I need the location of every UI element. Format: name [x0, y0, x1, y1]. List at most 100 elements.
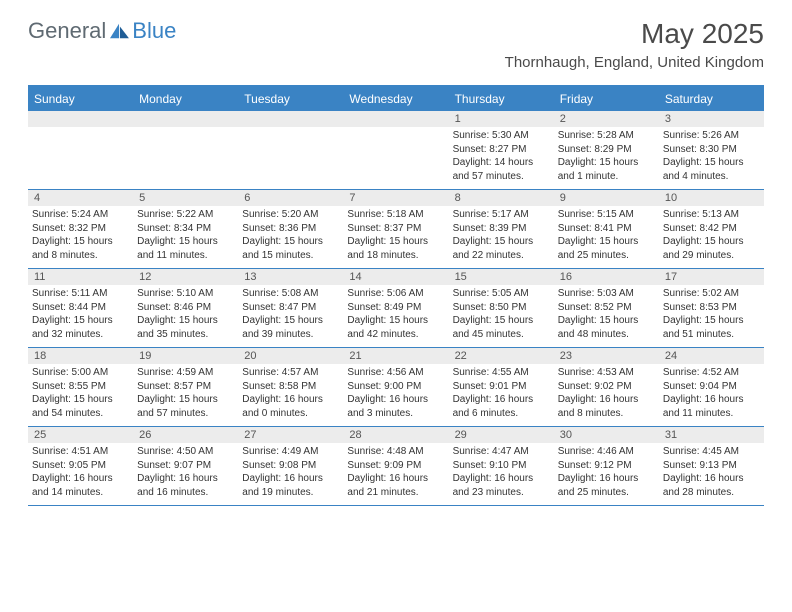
day-number: 31	[659, 427, 764, 443]
sail-icon	[108, 22, 130, 40]
day-detail-line: Daylight: 15 hours	[663, 156, 760, 170]
day-detail-line: Sunrise: 5:06 AM	[347, 287, 444, 301]
day-detail-line: and 3 minutes.	[347, 407, 444, 421]
day-details: Sunrise: 4:53 AMSunset: 9:02 PMDaylight:…	[558, 364, 655, 420]
day-detail-line: Sunset: 9:01 PM	[453, 380, 550, 394]
day-cell: 18Sunrise: 5:00 AMSunset: 8:55 PMDayligh…	[28, 348, 133, 426]
day-detail-line: Sunset: 8:34 PM	[137, 222, 234, 236]
day-cell: 4Sunrise: 5:24 AMSunset: 8:32 PMDaylight…	[28, 190, 133, 268]
calendar: Sunday Monday Tuesday Wednesday Thursday…	[28, 85, 764, 506]
day-detail-line: Daylight: 16 hours	[558, 393, 655, 407]
day-details: Sunrise: 5:18 AMSunset: 8:37 PMDaylight:…	[347, 206, 444, 262]
day-detail-line: Daylight: 15 hours	[32, 235, 129, 249]
day-cell: 26Sunrise: 4:50 AMSunset: 9:07 PMDayligh…	[133, 427, 238, 505]
day-detail-line: and 19 minutes.	[242, 486, 339, 500]
day-detail-line: Sunrise: 4:48 AM	[347, 445, 444, 459]
day-number: 18	[28, 348, 133, 364]
day-number: 3	[659, 111, 764, 127]
day-detail-line: Sunset: 9:07 PM	[137, 459, 234, 473]
day-number: 17	[659, 269, 764, 285]
day-details: Sunrise: 5:13 AMSunset: 8:42 PMDaylight:…	[663, 206, 760, 262]
day-detail-line: Sunrise: 5:13 AM	[663, 208, 760, 222]
day-cell	[343, 111, 448, 189]
week-row: 1Sunrise: 5:30 AMSunset: 8:27 PMDaylight…	[28, 111, 764, 190]
day-number	[28, 111, 133, 127]
day-detail-line: Daylight: 15 hours	[137, 235, 234, 249]
day-cell	[238, 111, 343, 189]
day-cell: 14Sunrise: 5:06 AMSunset: 8:49 PMDayligh…	[343, 269, 448, 347]
day-detail-line: Sunrise: 5:24 AM	[32, 208, 129, 222]
day-detail-line: Daylight: 16 hours	[347, 472, 444, 486]
day-detail-line: and 6 minutes.	[453, 407, 550, 421]
day-number: 25	[28, 427, 133, 443]
day-detail-line: Sunset: 9:09 PM	[347, 459, 444, 473]
day-details: Sunrise: 5:10 AMSunset: 8:46 PMDaylight:…	[137, 285, 234, 341]
day-header: Tuesday	[238, 87, 343, 111]
day-detail-line: Sunset: 9:04 PM	[663, 380, 760, 394]
day-details: Sunrise: 4:52 AMSunset: 9:04 PMDaylight:…	[663, 364, 760, 420]
day-number: 19	[133, 348, 238, 364]
day-cell: 28Sunrise: 4:48 AMSunset: 9:09 PMDayligh…	[343, 427, 448, 505]
day-detail-line: and 28 minutes.	[663, 486, 760, 500]
day-cell: 30Sunrise: 4:46 AMSunset: 9:12 PMDayligh…	[554, 427, 659, 505]
day-number: 12	[133, 269, 238, 285]
day-number: 8	[449, 190, 554, 206]
header: General Blue May 2025 Thornhaugh, Englan…	[0, 0, 792, 79]
day-details: Sunrise: 4:46 AMSunset: 9:12 PMDaylight:…	[558, 443, 655, 499]
day-cell: 21Sunrise: 4:56 AMSunset: 9:00 PMDayligh…	[343, 348, 448, 426]
week-row: 25Sunrise: 4:51 AMSunset: 9:05 PMDayligh…	[28, 427, 764, 506]
day-detail-line: Sunrise: 5:08 AM	[242, 287, 339, 301]
day-detail-line: Sunset: 9:05 PM	[32, 459, 129, 473]
day-detail-line: Sunrise: 5:26 AM	[663, 129, 760, 143]
day-detail-line: Daylight: 15 hours	[663, 314, 760, 328]
week-row: 18Sunrise: 5:00 AMSunset: 8:55 PMDayligh…	[28, 348, 764, 427]
day-detail-line: Daylight: 16 hours	[558, 472, 655, 486]
day-detail-line: Daylight: 16 hours	[137, 472, 234, 486]
day-cell: 25Sunrise: 4:51 AMSunset: 9:05 PMDayligh…	[28, 427, 133, 505]
day-number: 28	[343, 427, 448, 443]
day-detail-line: Sunset: 8:27 PM	[453, 143, 550, 157]
day-number: 7	[343, 190, 448, 206]
day-details: Sunrise: 4:56 AMSunset: 9:00 PMDaylight:…	[347, 364, 444, 420]
day-cell: 31Sunrise: 4:45 AMSunset: 9:13 PMDayligh…	[659, 427, 764, 505]
day-details: Sunrise: 4:47 AMSunset: 9:10 PMDaylight:…	[453, 443, 550, 499]
day-detail-line: Daylight: 15 hours	[242, 314, 339, 328]
day-details	[32, 127, 129, 129]
day-detail-line: Sunset: 8:30 PM	[663, 143, 760, 157]
day-details: Sunrise: 5:02 AMSunset: 8:53 PMDaylight:…	[663, 285, 760, 341]
day-details: Sunrise: 4:45 AMSunset: 9:13 PMDaylight:…	[663, 443, 760, 499]
day-detail-line: Sunrise: 5:18 AM	[347, 208, 444, 222]
day-details: Sunrise: 4:50 AMSunset: 9:07 PMDaylight:…	[137, 443, 234, 499]
day-details: Sunrise: 4:55 AMSunset: 9:01 PMDaylight:…	[453, 364, 550, 420]
day-detail-line: Sunset: 8:29 PM	[558, 143, 655, 157]
day-detail-line: Sunrise: 4:45 AM	[663, 445, 760, 459]
day-cell: 23Sunrise: 4:53 AMSunset: 9:02 PMDayligh…	[554, 348, 659, 426]
day-detail-line: and 32 minutes.	[32, 328, 129, 342]
day-detail-line: Daylight: 15 hours	[347, 235, 444, 249]
day-detail-line: Sunrise: 5:00 AM	[32, 366, 129, 380]
day-details: Sunrise: 4:59 AMSunset: 8:57 PMDaylight:…	[137, 364, 234, 420]
day-detail-line: and 8 minutes.	[558, 407, 655, 421]
day-detail-line: and 11 minutes.	[137, 249, 234, 263]
day-detail-line: Sunrise: 5:05 AM	[453, 287, 550, 301]
day-details	[137, 127, 234, 129]
day-detail-line: Sunset: 8:52 PM	[558, 301, 655, 315]
day-detail-line: Sunrise: 5:10 AM	[137, 287, 234, 301]
day-detail-line: and 1 minute.	[558, 170, 655, 184]
day-details: Sunrise: 5:24 AMSunset: 8:32 PMDaylight:…	[32, 206, 129, 262]
day-details: Sunrise: 4:49 AMSunset: 9:08 PMDaylight:…	[242, 443, 339, 499]
day-details: Sunrise: 4:48 AMSunset: 9:09 PMDaylight:…	[347, 443, 444, 499]
day-detail-line: Daylight: 15 hours	[453, 314, 550, 328]
day-detail-line: and 0 minutes.	[242, 407, 339, 421]
day-cell: 12Sunrise: 5:10 AMSunset: 8:46 PMDayligh…	[133, 269, 238, 347]
day-detail-line: Sunrise: 5:17 AM	[453, 208, 550, 222]
day-detail-line: Sunset: 8:46 PM	[137, 301, 234, 315]
day-detail-line: Sunrise: 4:52 AM	[663, 366, 760, 380]
week-row: 4Sunrise: 5:24 AMSunset: 8:32 PMDaylight…	[28, 190, 764, 269]
day-details	[347, 127, 444, 129]
day-number: 24	[659, 348, 764, 364]
logo-text-general: General	[28, 18, 106, 44]
day-header: Wednesday	[343, 87, 448, 111]
day-detail-line: Sunset: 9:12 PM	[558, 459, 655, 473]
day-details: Sunrise: 5:08 AMSunset: 8:47 PMDaylight:…	[242, 285, 339, 341]
